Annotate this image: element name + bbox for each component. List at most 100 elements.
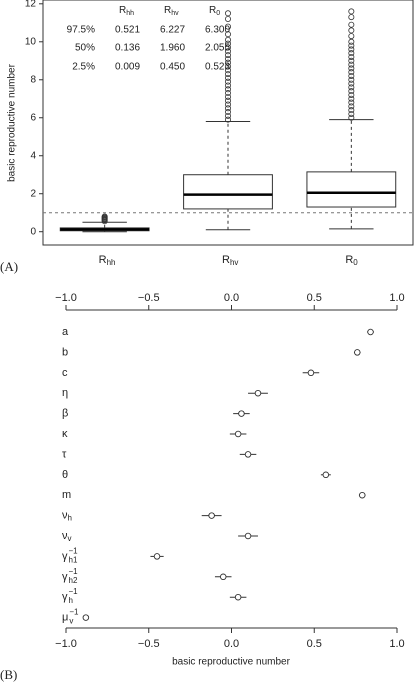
table-cell: 0.009	[115, 62, 140, 73]
x-tick-label: −0.5	[138, 292, 160, 304]
outlier	[348, 114, 355, 121]
x-tick-label: 0.0	[224, 292, 239, 304]
point	[358, 491, 366, 499]
outlier	[348, 107, 355, 114]
label: νv	[62, 530, 72, 543]
point	[307, 369, 315, 377]
label: θ	[62, 469, 68, 481]
outlier	[224, 40, 231, 47]
label: νh	[62, 510, 72, 523]
point	[244, 451, 252, 458]
point	[82, 614, 90, 621]
outlier	[348, 80, 355, 87]
outlier	[224, 10, 231, 17]
table-cell: 0.521	[115, 25, 140, 36]
outlier	[224, 71, 231, 78]
label-base: a	[62, 326, 69, 338]
outlier	[348, 72, 355, 79]
outlier	[224, 78, 231, 85]
outlier	[348, 38, 355, 45]
outlier	[348, 95, 355, 102]
label-sub: h2	[69, 576, 78, 585]
label: R0	[209, 5, 220, 17]
label: γ−1 h1	[62, 547, 78, 565]
label: R0	[345, 254, 358, 267]
point	[153, 553, 161, 560]
y-tick-label: 2	[30, 188, 36, 199]
outlier	[348, 65, 355, 72]
outlier	[224, 74, 231, 81]
label-sub: h	[68, 514, 72, 523]
outlier	[348, 91, 355, 98]
outlier	[348, 42, 355, 49]
label-base: ν	[62, 530, 68, 542]
x-tick-label: 1.0	[389, 292, 404, 304]
label: κ	[62, 428, 68, 440]
outlier	[348, 21, 355, 28]
point	[234, 593, 242, 601]
label-sub: h	[69, 596, 73, 605]
y-tick-label: 8	[30, 74, 36, 85]
outlier	[224, 63, 231, 70]
label: Rhh	[99, 254, 116, 267]
label-base: R	[345, 254, 353, 266]
outlier	[224, 55, 231, 62]
table-row-label: 97.5%	[67, 25, 95, 36]
outlier	[348, 110, 355, 117]
label-sub: v	[68, 534, 72, 543]
label-sub: h1	[69, 556, 78, 565]
table-cell: 6.227	[160, 25, 185, 36]
label: τ	[62, 448, 67, 460]
x-tick-label: 0.5	[307, 292, 322, 304]
label-sub: hv	[171, 10, 179, 17]
outlier	[224, 105, 231, 112]
outlier	[348, 103, 355, 110]
point	[244, 532, 252, 540]
label-base: κ	[62, 428, 68, 440]
outlier	[224, 36, 231, 43]
label-sub: hv	[230, 258, 238, 267]
outlier	[348, 14, 355, 21]
point	[254, 389, 262, 397]
label-base: R	[119, 5, 126, 16]
label-sub: 0	[353, 258, 358, 267]
point	[234, 430, 242, 438]
outlier	[348, 46, 355, 53]
x-tick-label: 0.5	[307, 638, 322, 650]
outlier	[348, 84, 355, 91]
label: μ−1 v	[62, 608, 79, 626]
panel-label: (B)	[0, 667, 17, 682]
box	[306, 171, 397, 208]
outlier	[348, 50, 355, 57]
outlier	[348, 76, 355, 83]
outlier	[224, 67, 231, 74]
outlier	[348, 8, 355, 15]
outlier	[224, 59, 231, 66]
label: γ−1 h2	[62, 567, 78, 585]
label: γ−1 h	[62, 587, 78, 605]
label: η	[62, 387, 68, 399]
table-cell: 6.300	[205, 25, 230, 36]
point	[354, 349, 361, 356]
label: c	[62, 367, 68, 379]
label-base: ν	[62, 510, 68, 522]
y-tick-label: 12	[25, 0, 37, 9]
panel-label: (A)	[0, 259, 18, 274]
outlier	[348, 88, 355, 95]
point	[208, 512, 215, 519]
outlier	[224, 48, 231, 55]
label: m	[62, 489, 71, 501]
label-sub: 0	[216, 10, 220, 17]
label-sub: hh	[126, 10, 134, 17]
x-tick-label: 1.0	[389, 638, 404, 650]
point	[322, 471, 330, 479]
outlier	[348, 53, 355, 60]
label-base: R	[99, 254, 107, 266]
outlier	[348, 27, 355, 34]
outlier	[224, 15, 231, 22]
label: a	[62, 326, 69, 338]
label-base: R	[222, 254, 230, 266]
outlier	[224, 93, 231, 100]
table-row-label: 2.5%	[72, 62, 95, 73]
